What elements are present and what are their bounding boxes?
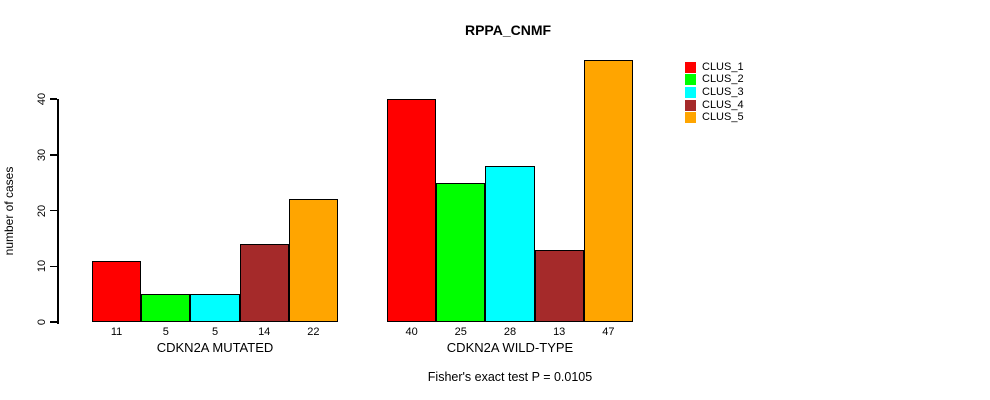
bar-value-label: 5 (162, 326, 169, 338)
legend-swatch-icon (685, 86, 696, 98)
y-axis-tick (50, 265, 57, 267)
bar-value-label: 11 (110, 326, 123, 338)
bar-value-label: 14 (258, 326, 271, 338)
bar-value-label: 28 (503, 326, 517, 338)
bar-clus_5-2 (583, 59, 633, 322)
bar-clus_2-1 (141, 294, 191, 322)
y-axis-tick-label: 30 (36, 148, 48, 161)
y-axis-tick-label: 10 (36, 260, 48, 273)
bar-clus_3-1 (190, 294, 240, 322)
bar-clus_3-2 (485, 165, 535, 322)
legend-label: CLUS_5 (702, 111, 744, 124)
legend-item-clus_1: CLUS_1 (685, 61, 744, 74)
legend-item-clus_3: CLUS_3 (685, 86, 744, 99)
bar-clus_1-2 (387, 99, 437, 322)
legend: CLUS_1 CLUS_2 CLUS_3 CLUS_4 CLUS_5 (685, 61, 744, 124)
group-label-1: CDKN2A MUTATED (156, 340, 274, 355)
bar-value-label: 25 (454, 326, 467, 338)
bar-clus_5-1 (288, 199, 338, 322)
chart-title: RPPA_CNMF (464, 22, 552, 38)
y-axis-tick (50, 98, 57, 100)
bar-value-label: 47 (602, 326, 615, 338)
legend-item-clus_4: CLUS_4 (685, 99, 744, 112)
legend-swatch-icon (685, 61, 696, 73)
fisher-test-annotation: Fisher's exact test P = 0.0105 (427, 370, 593, 384)
bar-value-label: 5 (211, 326, 219, 338)
legend-item-clus_5: CLUS_5 (685, 111, 744, 124)
y-axis-tick-label: 0 (36, 318, 48, 326)
bar-clus_4-1 (239, 243, 289, 322)
legend-item-clus_2: CLUS_2 (685, 74, 744, 87)
legend-label: CLUS_1 (702, 60, 744, 73)
legend-swatch-icon (685, 112, 696, 124)
legend-label: CLUS_4 (702, 98, 744, 111)
y-axis-tick (50, 321, 57, 323)
legend-label: CLUS_2 (702, 73, 744, 86)
bar-value-label: 40 (405, 326, 418, 338)
y-axis-tick-label: 20 (36, 204, 48, 217)
y-axis-label: number of cases (2, 166, 16, 256)
bar-clus_1-1 (92, 260, 142, 322)
y-axis-line (57, 99, 59, 324)
y-axis-tick-label: 40 (36, 92, 48, 106)
legend-swatch-icon (685, 74, 696, 86)
group-label-2: CDKN2A WILD-TYPE (446, 340, 574, 355)
bar-value-label: 13 (553, 326, 566, 338)
y-axis-tick (50, 154, 57, 156)
y-axis-tick (50, 209, 57, 212)
bar-clus_4-2 (534, 249, 584, 322)
legend-swatch-icon (685, 99, 696, 111)
bar-clus_2-2 (436, 182, 486, 322)
bar-value-label: 22 (307, 326, 320, 338)
legend-label: CLUS_3 (702, 85, 744, 98)
